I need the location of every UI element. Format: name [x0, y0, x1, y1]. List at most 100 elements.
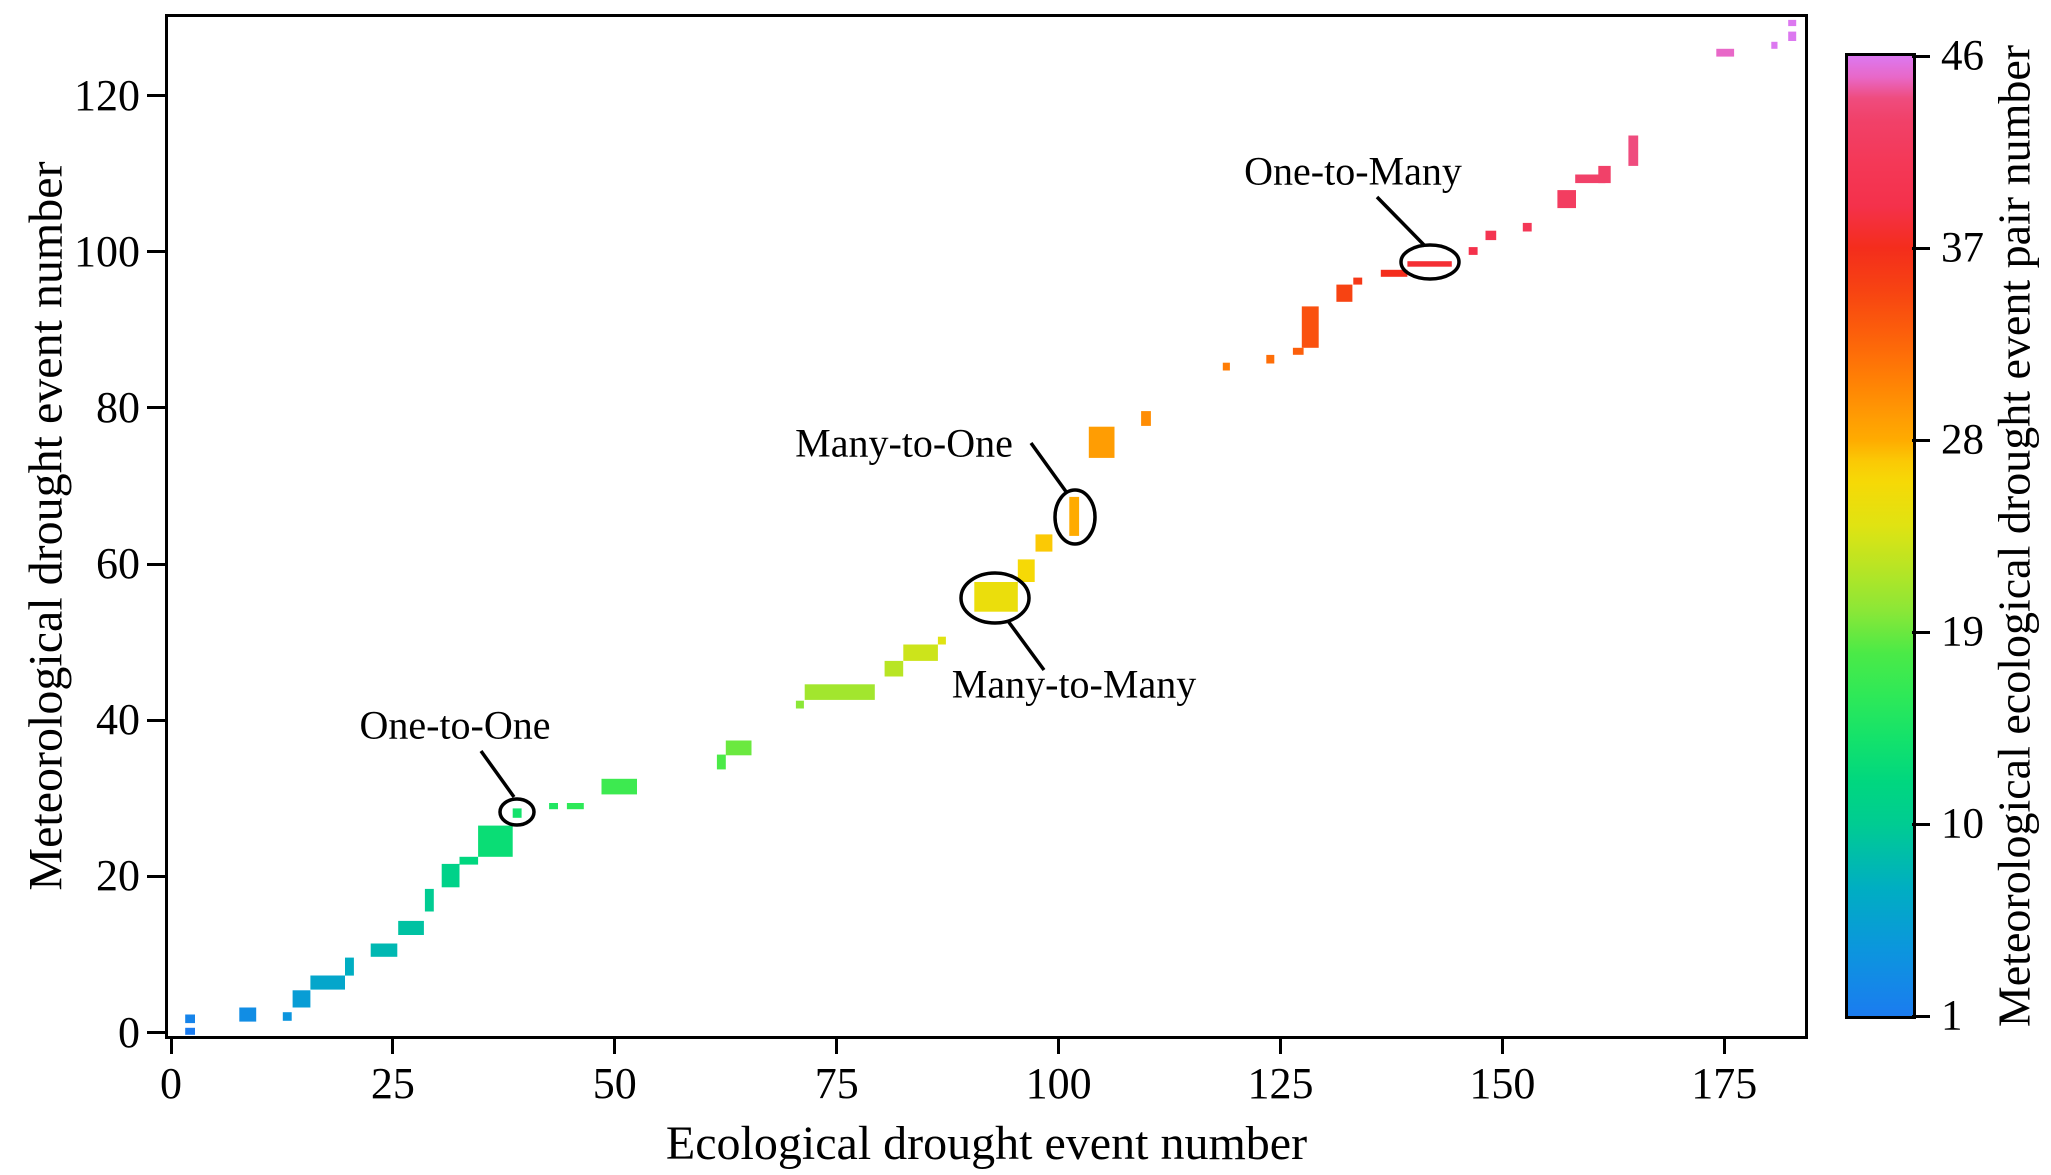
- x-tick-150: [1500, 1036, 1504, 1054]
- x-tick-label-75: 75: [814, 1059, 859, 1108]
- colorbar-tick-label-19: 19: [1941, 608, 1984, 656]
- drought-pair-rect-41: [1522, 222, 1532, 232]
- plot-area: [165, 14, 1808, 1039]
- y-tick-label-100: 100: [74, 226, 140, 276]
- drought-pair-rect-37: [1380, 269, 1408, 277]
- annotation-leader-many-to-one: [1029, 441, 1069, 495]
- annotation-label-many-to-one: Many-to-One: [795, 420, 1013, 466]
- drought-pair-rect-25: [974, 582, 1018, 612]
- drought-pair-rect-2: [185, 1014, 195, 1024]
- x-tick-75: [835, 1036, 839, 1054]
- annotation-leader-one-to-many: [1375, 195, 1427, 248]
- annotation-ellipse-many-to-many: [959, 571, 1031, 625]
- drought-pair-rect-36: [1353, 277, 1363, 285]
- drought-pair-rect-31: [1222, 362, 1230, 371]
- x-tick-label-50: 50: [592, 1059, 637, 1108]
- drought-pair-rect-45: [1716, 48, 1735, 57]
- x-tick-label-25: 25: [370, 1059, 415, 1108]
- drought-pair-rect-19: [725, 740, 752, 756]
- drought-pair-rect-27: [1035, 534, 1053, 552]
- drought-pair-rect-22: [884, 660, 904, 677]
- y-tick-label-40: 40: [96, 695, 140, 745]
- x-tick-label-100: 100: [1025, 1059, 1092, 1108]
- x-axis-title: Ecological drought event number: [665, 1117, 1308, 1170]
- colorbar-tick-label-37: 37: [1941, 224, 1984, 272]
- drought-pair-rect-14: [512, 808, 522, 818]
- drought-pair-rect-6: [310, 975, 345, 990]
- colorbar-tick-label-28: 28: [1941, 416, 1984, 464]
- drought-pair-rect-44: [1628, 135, 1639, 166]
- x-tick-25: [391, 1036, 395, 1054]
- drought-pair-rect-35: [1336, 284, 1353, 302]
- x-tick-label-0: 0: [160, 1059, 182, 1108]
- drought-pair-rect-40: [1485, 230, 1497, 241]
- x-tick-0: [169, 1036, 173, 1054]
- y-tick-label-20: 20: [96, 851, 140, 901]
- y-tick-20: [147, 874, 165, 878]
- colorbar: [1845, 53, 1916, 1019]
- drought-pair-rect-32: [1266, 354, 1275, 364]
- y-tick-120: [147, 94, 165, 98]
- x-tick-100: [1057, 1036, 1061, 1054]
- drought-pair-rect-18: [716, 754, 726, 770]
- x-tick-125: [1279, 1036, 1282, 1054]
- drought-pair-rect-43: [1575, 174, 1606, 184]
- drought-pair-rect-23: [903, 644, 938, 661]
- colorbar-tick-label-1: 1: [1941, 992, 1963, 1040]
- drought-pair-rect-30: [1141, 411, 1151, 426]
- annotation-ellipse-one-to-one: [498, 797, 536, 827]
- x-tick-175: [1722, 1036, 1726, 1054]
- colorbar-title: Meteorological ecological drought event …: [1988, 44, 2040, 1028]
- drought-pair-rect-39: [1468, 247, 1478, 255]
- drought-pair-rect-5: [292, 990, 311, 1008]
- drought-pair-rect-4: [282, 1012, 292, 1021]
- annotation-ellipse-many-to-one: [1053, 488, 1097, 546]
- x-tick-label-175: 175: [1691, 1059, 1758, 1108]
- drought-pair-rect-9: [398, 920, 424, 935]
- drought-pair-rect-13: [478, 825, 513, 857]
- y-axis-title: Meteorological drought event number: [19, 161, 73, 891]
- y-tick-100: [147, 250, 165, 254]
- colorbar-tick-46: [1912, 54, 1930, 58]
- drought-pair-rect-8: [370, 943, 398, 957]
- drought-pair-rect-46: [1788, 19, 1797, 27]
- x-tick-label-150: 150: [1469, 1059, 1536, 1108]
- annotation-label-many-to-many: Many-to-Many: [951, 661, 1197, 707]
- annotation-leader-many-to-many: [1006, 619, 1046, 672]
- y-tick-40: [147, 718, 165, 722]
- drought-pair-rect-24: [937, 636, 946, 645]
- drought-pair-rect-34: [1301, 306, 1319, 348]
- drought-pair-rect-16: [566, 803, 584, 810]
- y-tick-label-0: 0: [118, 1007, 140, 1057]
- drought-pair-rect-1: [185, 1027, 195, 1035]
- drought-pair-rect-46: [1771, 41, 1778, 49]
- colorbar-tick-10: [1912, 822, 1930, 826]
- annotation-leader-one-to-one: [479, 749, 516, 799]
- colorbar-tick-28: [1912, 438, 1930, 442]
- y-tick-60: [147, 562, 165, 566]
- colorbar-tick-label-46: 46: [1941, 32, 1984, 80]
- colorbar-tick-label-10: 10: [1941, 800, 1984, 848]
- drought-pair-rect-21: [804, 684, 875, 700]
- y-tick-0: [147, 1031, 165, 1034]
- drought-pair-rect-11: [441, 863, 460, 888]
- drought-pair-rect-38: [1407, 261, 1452, 267]
- annotation-label-one-to-many: One-to-Many: [1244, 148, 1462, 194]
- drought-pair-rect-28: [1069, 496, 1080, 536]
- drought-pair-rect-17: [601, 778, 637, 795]
- y-tick-label-60: 60: [96, 539, 140, 589]
- annotation-label-one-to-one: One-to-One: [359, 702, 551, 748]
- drought-pair-rect-26: [1017, 559, 1035, 582]
- drought-pair-rect-15: [549, 803, 558, 810]
- x-tick-50: [613, 1036, 617, 1054]
- drought-pair-rect-3: [239, 1007, 257, 1022]
- drought-pair-rect-10: [424, 888, 434, 912]
- colorbar-tick-19: [1912, 630, 1930, 634]
- annotation-ellipse-one-to-many: [1399, 243, 1461, 281]
- drought-pair-rect-42: [1557, 190, 1576, 209]
- y-tick-80: [147, 406, 165, 410]
- drought-pair-rect-12: [459, 856, 479, 865]
- drought-pair-rect-46: [1788, 31, 1797, 41]
